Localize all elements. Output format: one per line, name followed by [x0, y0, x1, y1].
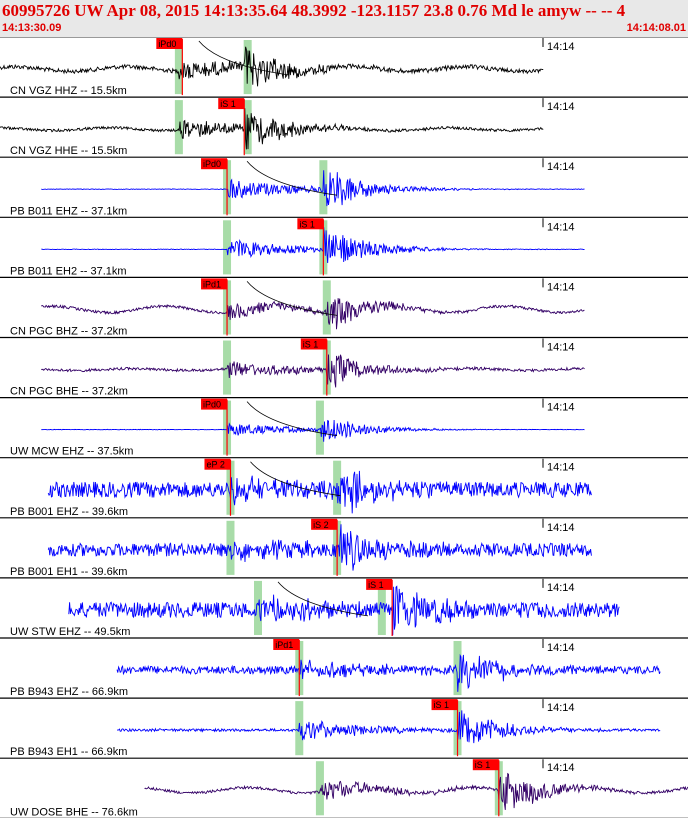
station-label: PB B011 EHZ -- 37.1km: [10, 205, 127, 217]
trace-panel: iS 1 14:14 CN VGZ HHE -- 15.5km: [0, 98, 688, 158]
time-tick-label: 14:14: [547, 161, 575, 173]
station-label: PB B001 EH1 -- 39.6km: [10, 566, 127, 578]
pick-flag: [204, 458, 231, 470]
pick-label: iS 1: [299, 219, 315, 229]
pick-flag: [156, 38, 183, 49]
pick-label: eP 2: [206, 460, 224, 470]
pick-label: iPd1: [275, 640, 293, 650]
station-label: PB B943 EHZ -- 66.9km: [10, 686, 128, 698]
pick-label: iPd0: [203, 400, 221, 410]
waveform-trace: [116, 653, 661, 692]
coda-curve: [277, 581, 369, 617]
pick-label: iS 1: [303, 340, 319, 350]
event-title: 60995726 UW Apr 08, 2015 14:13:35.64 48.…: [2, 1, 626, 20]
pick-label: iPd0: [158, 39, 176, 49]
pick-flag: [366, 578, 393, 590]
pick-window: [453, 641, 462, 696]
trace-panel: iPd0 14:14 UW MCW EHZ -- 37.5km: [0, 398, 688, 459]
pick-window: [223, 220, 232, 275]
trace-panel: iS 1 14:14 CN PGC BHE -- 37.2km: [0, 338, 688, 399]
pick-flag: [201, 398, 228, 410]
time-tick-label: 14:14: [547, 762, 575, 774]
station-label: CN VGZ HHZ -- 15.5km: [10, 85, 127, 97]
trace-panel: iPd1 14:14 CN PGC BHZ -- 37.2km: [0, 278, 688, 339]
pick-flag: [472, 759, 499, 771]
waveform-trace: [0, 46, 544, 87]
trace-panel: iS 1 14:14 UW DOSE BHE -- 76.6km: [0, 759, 688, 818]
pick-window: [315, 761, 324, 816]
station-label: UW DOSE BHE -- 76.6km: [10, 806, 138, 818]
waveform-trace: [0, 108, 544, 150]
waveform-trace: [68, 585, 620, 636]
pick-flag: [431, 699, 458, 711]
waveform-trace: [41, 419, 585, 442]
waveform-trace: [47, 470, 592, 514]
waveform-trace: [117, 710, 661, 744]
pick-label: iS 1: [434, 700, 450, 710]
waveform-trace: [41, 227, 585, 264]
trace-panel: iS 1 14:14 PB B943 EH1 -- 66.9km: [0, 699, 688, 759]
trace-panel: eP 2 14:14 PB B001 EHZ -- 39.6km: [0, 458, 688, 519]
pick-flag: [273, 639, 300, 650]
pick-label: iS 1: [368, 580, 384, 590]
time-tick-label: 14:14: [547, 402, 575, 414]
pick-window: [174, 100, 183, 155]
pick-flag: [311, 518, 338, 530]
pick-label: iPd1: [203, 279, 221, 289]
event-header: 60995726 UW Apr 08, 2015 14:13:35.64 48.…: [0, 0, 688, 38]
seismogram-plot[interactable]: iPd0 14:14 CN VGZ HHZ -- 15.5km iS 1 14:14 CN…: [0, 37, 688, 818]
coda-curve: [246, 281, 338, 316]
window-end-time: 14:14:08.01: [626, 22, 686, 34]
waveform-trace: [41, 298, 585, 330]
trace-panel: iS 2 14:14 PB B001 EH1 -- 39.6km: [0, 518, 688, 579]
pick-label: iS 1: [220, 99, 236, 109]
pick-flag: [218, 98, 245, 110]
waveform-trace: [41, 354, 585, 388]
time-tick-label: 14:14: [547, 281, 575, 293]
pick-flag: [201, 278, 228, 290]
trace-panel: iPd1 14:14 PB B943 EHZ -- 66.9km: [0, 639, 688, 699]
station-label: PB B943 EH1 -- 66.9km: [10, 746, 127, 758]
pick-window: [315, 400, 324, 455]
pick-flag: [201, 158, 228, 170]
time-tick-label: 14:14: [547, 41, 575, 53]
time-tick-label: 14:14: [547, 101, 575, 113]
station-label: CN PGC BHZ -- 37.2km: [10, 326, 127, 338]
station-label: UW MCW EHZ -- 37.5km: [10, 446, 133, 458]
pick-label: iS 2: [313, 520, 329, 530]
trace-panel: iPd0 14:14 PB B011 EHZ -- 37.1km: [0, 158, 688, 218]
station-label: CN VGZ HHE -- 15.5km: [10, 145, 127, 157]
time-tick-label: 14:14: [547, 582, 575, 594]
coda-curve: [198, 40, 289, 76]
pick-label: iPd0: [203, 159, 221, 169]
time-tick-label: 14:14: [547, 522, 575, 534]
station-label: CN PGC BHE -- 37.2km: [10, 386, 128, 398]
waveform-trace: [47, 524, 592, 571]
station-label: PB B011 EH2 -- 37.1km: [10, 265, 127, 277]
waveform-trace: [144, 772, 688, 810]
time-tick-label: 14:14: [547, 642, 575, 654]
time-tick-label: 14:14: [547, 462, 575, 474]
coda-curve: [246, 160, 338, 196]
station-label: PB B001 EHZ -- 39.6km: [10, 506, 128, 518]
trace-panel: iS 1 14:14 PB B011 EH2 -- 37.1km: [0, 218, 688, 278]
pick-window: [322, 280, 331, 335]
pick-flag: [300, 338, 327, 350]
waveform-trace: [41, 170, 585, 207]
station-label: UW STW EHZ -- 49.5km: [10, 626, 130, 638]
time-tick-label: 14:14: [547, 221, 575, 233]
pick-window: [254, 580, 262, 635]
time-tick-label: 14:14: [547, 342, 575, 354]
trace-panel: iS 1 14:14 UW STW EHZ -- 49.5km: [0, 578, 688, 639]
pick-window: [174, 40, 183, 95]
trace-panel: iPd0 14:14 CN VGZ HHZ -- 15.5km: [0, 38, 688, 98]
coda-curve: [250, 461, 341, 497]
coda-curve: [246, 401, 338, 436]
time-tick-label: 14:14: [547, 702, 575, 714]
window-start-time: 14:13:30.09: [2, 22, 62, 34]
pick-flag: [297, 218, 324, 230]
pick-label: iS 1: [475, 760, 491, 770]
